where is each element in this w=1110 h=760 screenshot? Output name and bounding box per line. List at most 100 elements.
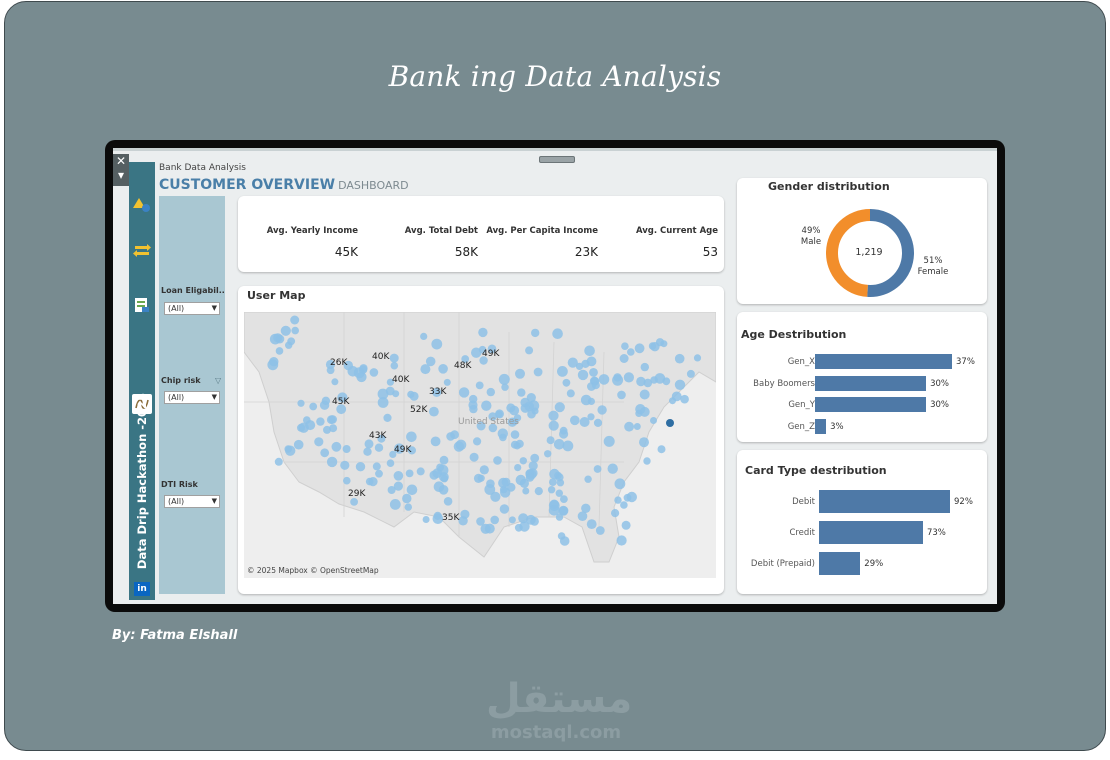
user-dot[interactable] — [525, 473, 534, 482]
user-dot[interactable] — [450, 430, 459, 440]
chevron-down-icon[interactable]: ▾ — [117, 168, 125, 182]
user-dot[interactable] — [519, 457, 527, 465]
user-dot[interactable] — [406, 431, 417, 443]
user-dot[interactable] — [407, 446, 416, 455]
user-dot[interactable] — [530, 453, 540, 463]
user-dot[interactable] — [634, 343, 645, 354]
user-dot[interactable] — [290, 315, 300, 325]
user-dot[interactable] — [680, 394, 689, 404]
user-dot[interactable] — [674, 353, 685, 364]
user-dot[interactable] — [285, 445, 296, 456]
dti-risk-dropdown[interactable]: (All) ▼ — [164, 495, 220, 508]
user-dot[interactable] — [365, 477, 374, 486]
resize-grip-handle[interactable] — [539, 156, 575, 163]
bar[interactable] — [819, 490, 950, 513]
user-dot[interactable] — [323, 425, 331, 434]
user-dot[interactable] — [589, 368, 598, 377]
user-dot[interactable] — [484, 484, 496, 495]
user-dot[interactable] — [377, 388, 389, 400]
user-dot[interactable] — [499, 504, 510, 514]
user-dot[interactable] — [639, 437, 649, 448]
user-dot[interactable] — [650, 376, 658, 384]
bar-row[interactable]: Gen_X 37% — [737, 354, 987, 372]
user-dot[interactable] — [490, 491, 501, 502]
user-dot[interactable] — [598, 374, 610, 385]
user-dot[interactable] — [595, 526, 605, 535]
user-dot[interactable] — [586, 356, 597, 367]
user-dot[interactable] — [484, 523, 495, 534]
user-dot[interactable] — [420, 332, 428, 340]
user-dot[interactable] — [438, 364, 448, 374]
user-dot[interactable] — [461, 355, 470, 363]
user-dot[interactable] — [287, 337, 296, 346]
user-dot[interactable] — [636, 376, 646, 387]
user-dot[interactable] — [562, 378, 571, 387]
user-dot[interactable] — [432, 387, 442, 397]
user-dot[interactable] — [350, 498, 358, 506]
user-dot[interactable] — [514, 464, 522, 472]
user-dot[interactable] — [662, 377, 671, 386]
user-dot[interactable] — [515, 474, 526, 486]
bar-row[interactable]: Gen_Z 3% — [737, 418, 987, 437]
loan-eligibility-dropdown[interactable]: (All) ▼ — [164, 302, 220, 315]
user-dot[interactable] — [510, 430, 520, 439]
user-dot[interactable] — [437, 464, 449, 476]
user-dot[interactable] — [548, 504, 560, 516]
user-dot[interactable] — [328, 415, 337, 424]
user-dot[interactable] — [570, 415, 580, 426]
user-dot[interactable] — [325, 359, 336, 370]
user-dot[interactable] — [356, 371, 367, 383]
user-dot[interactable] — [369, 368, 379, 377]
user-dot[interactable] — [460, 509, 470, 519]
user-dot[interactable] — [405, 469, 414, 478]
bar-row[interactable]: Credit 73% — [737, 521, 987, 544]
user-dot[interactable] — [486, 387, 495, 397]
bar-row[interactable]: Gen_Y 30% — [737, 397, 987, 415]
user-dot[interactable] — [623, 372, 634, 383]
user-dot[interactable] — [443, 378, 451, 386]
user-dot[interactable] — [389, 450, 397, 458]
user-dot[interactable] — [479, 356, 488, 365]
user-dot[interactable] — [386, 459, 395, 467]
chip-risk-dropdown[interactable]: (All) ▼ — [164, 391, 220, 404]
user-dot[interactable] — [488, 423, 498, 433]
user-dot[interactable] — [640, 362, 649, 372]
user-dot[interactable] — [275, 347, 284, 355]
user-dot[interactable] — [552, 328, 563, 339]
user-dot[interactable] — [280, 325, 291, 336]
user-dot[interactable] — [531, 328, 540, 338]
user-dot[interactable] — [291, 326, 299, 335]
user-dot[interactable] — [548, 420, 559, 431]
user-dot[interactable] — [469, 452, 479, 462]
user-dot[interactable] — [314, 437, 324, 447]
user-dot[interactable] — [633, 423, 641, 430]
user-dot[interactable] — [526, 393, 536, 403]
user-dot[interactable] — [336, 404, 347, 415]
user-dot[interactable] — [639, 389, 650, 400]
user-dot[interactable] — [514, 523, 523, 532]
user-dot[interactable] — [557, 366, 568, 377]
user-dot[interactable] — [597, 405, 607, 415]
user-dot[interactable] — [422, 516, 430, 523]
user-dot[interactable] — [343, 360, 353, 371]
user-dot[interactable] — [478, 345, 487, 354]
bar[interactable] — [815, 375, 927, 391]
user-dot[interactable] — [650, 417, 657, 424]
user-dot[interactable] — [614, 496, 622, 504]
user-dot-highlight[interactable] — [666, 419, 674, 427]
user-dot[interactable] — [581, 503, 591, 513]
user-map[interactable]: United States 40K 49K 26K 40K 48K 33K 45K 52K 43… — [244, 312, 716, 578]
user-dot[interactable] — [383, 413, 392, 422]
user-dot[interactable] — [488, 412, 497, 421]
user-dot[interactable] — [476, 517, 485, 526]
user-dot[interactable] — [404, 503, 412, 511]
user-dot[interactable] — [577, 369, 589, 381]
user-dot[interactable] — [528, 461, 538, 471]
user-dot[interactable] — [375, 469, 383, 478]
user-dot[interactable] — [331, 378, 339, 386]
user-dot[interactable] — [372, 462, 381, 471]
bar[interactable] — [815, 418, 827, 434]
user-dot[interactable] — [475, 381, 484, 390]
user-dot[interactable] — [326, 456, 338, 468]
user-dot[interactable] — [620, 501, 628, 509]
